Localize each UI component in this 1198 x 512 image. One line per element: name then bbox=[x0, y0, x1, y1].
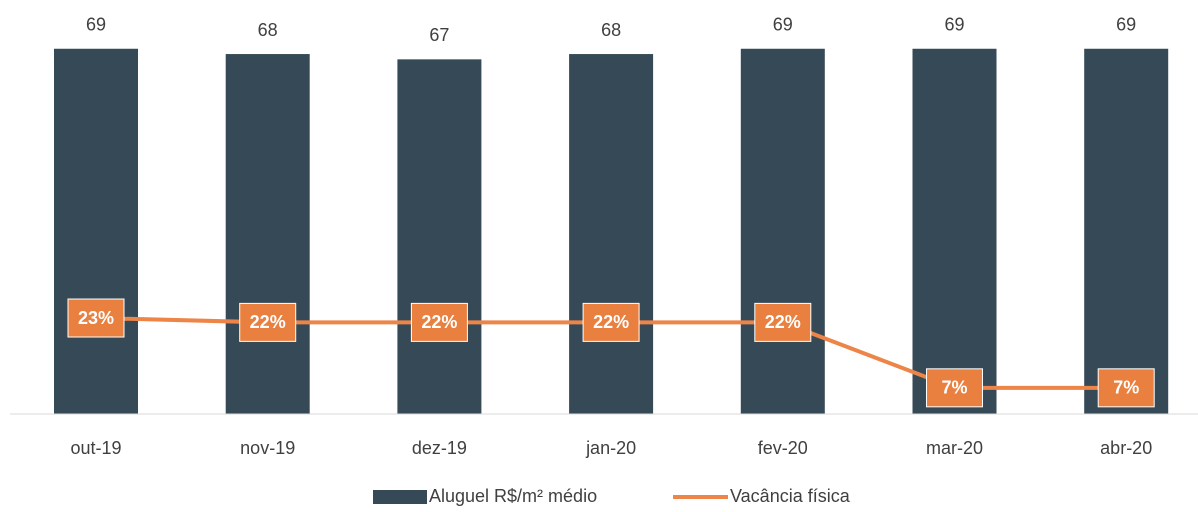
point-label: 22% bbox=[250, 312, 286, 332]
bar-label: 69 bbox=[86, 15, 106, 35]
x-tick-label: fev-20 bbox=[758, 438, 808, 458]
bar bbox=[225, 54, 310, 414]
bar bbox=[397, 59, 482, 414]
x-tick-label: jan-20 bbox=[585, 438, 636, 458]
point-label-box bbox=[410, 302, 468, 342]
point-label: 7% bbox=[941, 378, 967, 398]
point-label: 7% bbox=[1113, 378, 1139, 398]
point-label-box bbox=[67, 298, 125, 338]
bar-label: 68 bbox=[258, 20, 278, 40]
x-tick-label: nov-19 bbox=[240, 438, 295, 458]
bar bbox=[1084, 48, 1169, 414]
point-label-box bbox=[582, 302, 640, 342]
bar bbox=[740, 48, 825, 414]
bar bbox=[54, 48, 138, 414]
bar-label: 67 bbox=[429, 25, 449, 45]
legend-swatch bbox=[373, 490, 427, 504]
bar bbox=[569, 54, 654, 414]
x-tick-label: out-19 bbox=[70, 438, 121, 458]
point-label-box bbox=[1097, 368, 1155, 408]
bar bbox=[912, 48, 997, 414]
bar-label: 68 bbox=[601, 20, 621, 40]
bar-label: 69 bbox=[944, 15, 964, 35]
point-label: 23% bbox=[78, 308, 114, 328]
x-tick-label: dez-19 bbox=[412, 438, 467, 458]
bar-label: 69 bbox=[1116, 15, 1136, 35]
point-label-box bbox=[754, 302, 812, 342]
point-label-box bbox=[239, 302, 297, 342]
point-label-box bbox=[926, 368, 983, 408]
point-label: 22% bbox=[765, 312, 801, 332]
x-tick-label: mar-20 bbox=[926, 438, 983, 458]
legend-label: Aluguel R$/m² médio bbox=[429, 486, 597, 506]
point-label: 22% bbox=[593, 312, 629, 332]
point-label: 22% bbox=[421, 312, 457, 332]
x-tick-label: abr-20 bbox=[1100, 438, 1152, 458]
legend-label: Vacância física bbox=[730, 486, 851, 506]
bar-label: 69 bbox=[773, 15, 793, 35]
